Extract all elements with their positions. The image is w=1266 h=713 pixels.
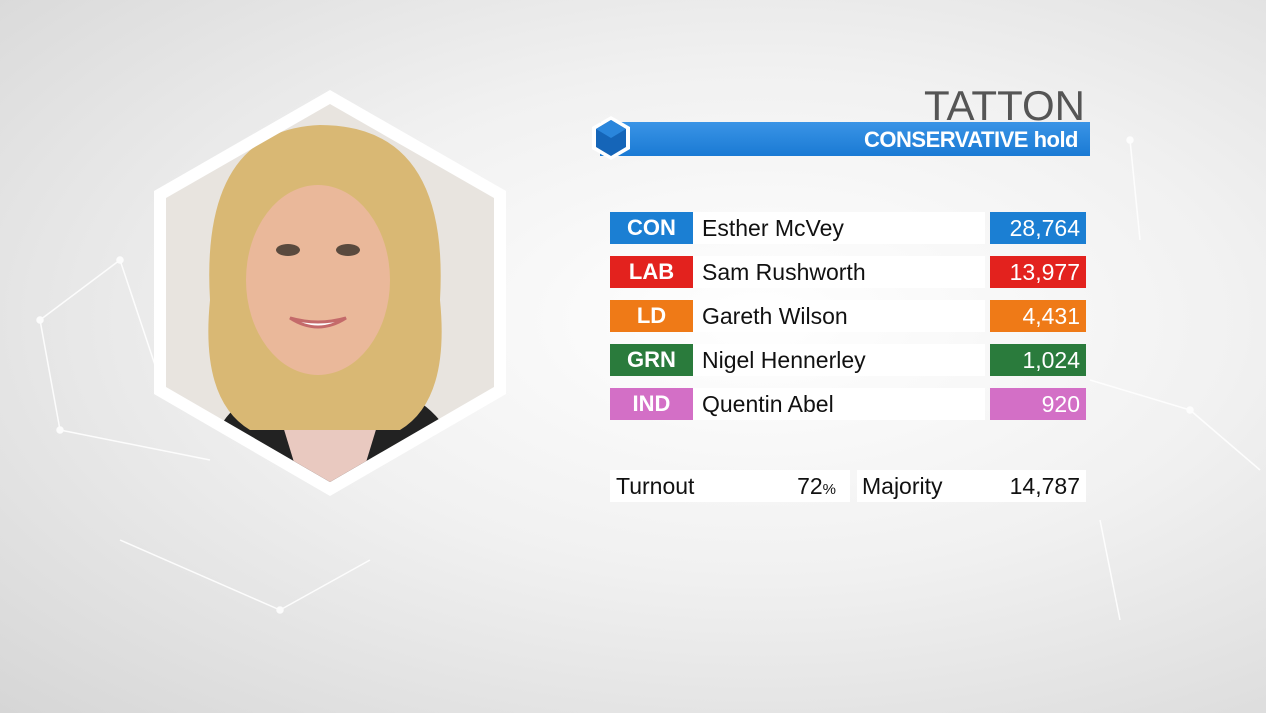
- result-row: LD Gareth Wilson 4,431: [610, 300, 1086, 332]
- candidate-name: Sam Rushworth: [693, 256, 985, 288]
- result-row: LAB Sam Rushworth 13,977: [610, 256, 1086, 288]
- party-code: GRN: [610, 344, 693, 376]
- party-code: LD: [610, 300, 693, 332]
- vote-count: 28,764: [990, 212, 1086, 244]
- result-row: IND Quentin Abel 920: [610, 388, 1086, 420]
- vote-count: 920: [990, 388, 1086, 420]
- candidate-name: Quentin Abel: [693, 388, 985, 420]
- turnout-unit: %: [822, 481, 836, 498]
- party-code: IND: [610, 388, 693, 420]
- turnout-box: Turnout 72%: [610, 470, 850, 502]
- photo-frame: [154, 90, 506, 496]
- vote-count: 4,431: [990, 300, 1086, 332]
- vote-count: 1,024: [990, 344, 1086, 376]
- result-row: CON Esther McVey 28,764: [610, 212, 1086, 244]
- party-code: LAB: [610, 256, 693, 288]
- result-subtitle: CONSERVATIVE hold: [864, 127, 1078, 152]
- majority-value: 14,787: [1009, 473, 1080, 499]
- candidate-name: Gareth Wilson: [693, 300, 985, 332]
- turnout-label: Turnout: [616, 473, 695, 499]
- cube-icon: [592, 116, 630, 160]
- candidate-name: Nigel Hennerley: [693, 344, 985, 376]
- result-row: GRN Nigel Hennerley 1,024: [610, 344, 1086, 376]
- majority-box: Majority 14,787: [857, 470, 1086, 502]
- constituency-title: TATTON: [924, 82, 1085, 129]
- majority-label: Majority: [862, 473, 943, 499]
- vote-count: 13,977: [990, 256, 1086, 288]
- party-code: CON: [610, 212, 693, 244]
- turnout-value: 72: [797, 473, 823, 499]
- result-bar: [600, 122, 1090, 156]
- candidate-name: Esther McVey: [693, 212, 985, 244]
